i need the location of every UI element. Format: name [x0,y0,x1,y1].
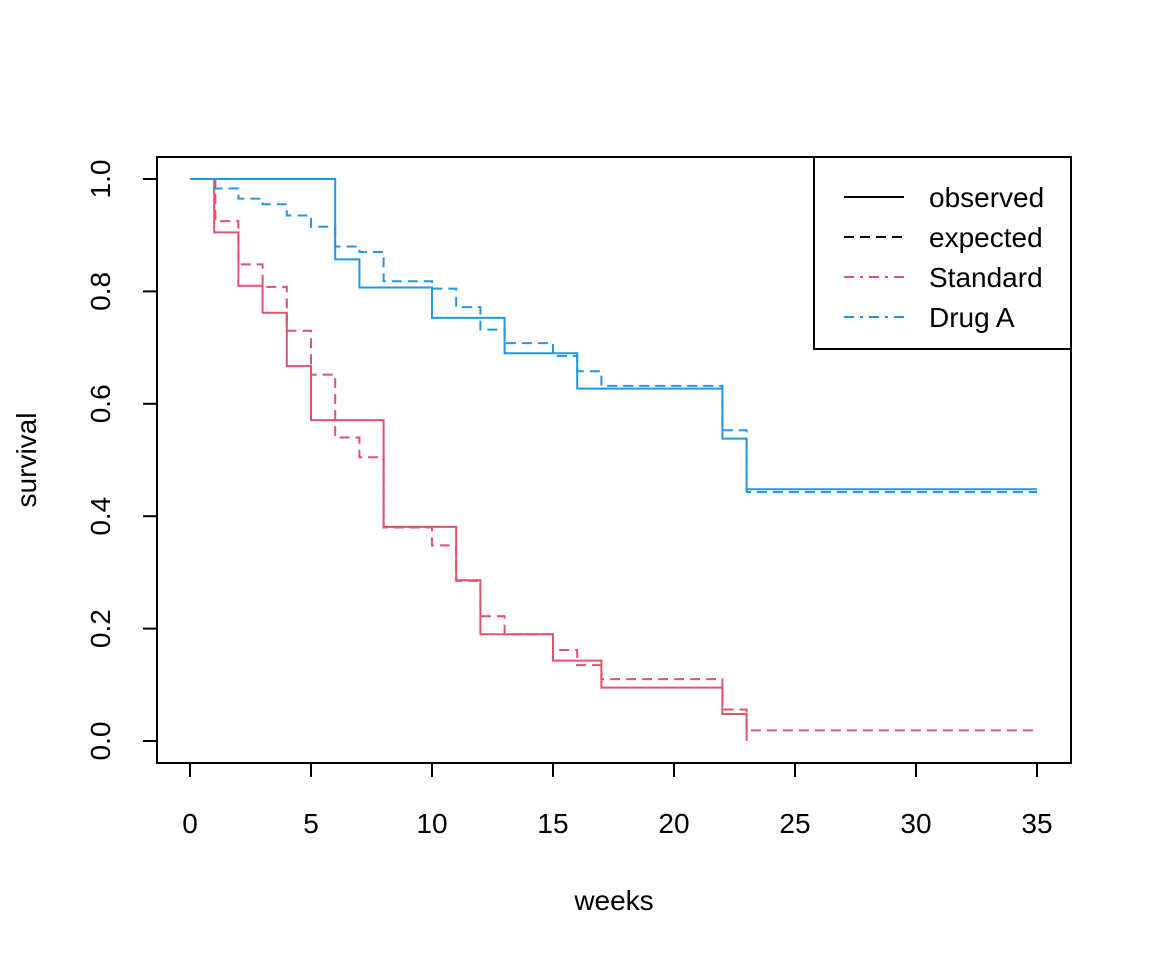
plot-series [190,178,1037,741]
x-tick-label: 30 [900,808,931,839]
y-tick-label: 0.2 [85,609,116,648]
series-line-standard-observed [190,178,748,741]
x-tick-label: 15 [537,808,568,839]
x-tick-label: 35 [1021,808,1052,839]
series-line-drug-a-expected [190,178,1037,494]
legend-box [813,156,1072,350]
x-axis-label: weeks [573,885,653,916]
legend-label-expected: expected [929,222,1043,253]
y-tick-label: 0.4 [85,497,116,536]
y-axis-label: survival [11,413,42,508]
legend-label-observed: observed [929,182,1044,213]
x-axis: 0 5 10 15 20 25 30 35 [182,762,1053,839]
legend-label-drug-a: Drug A [929,302,1015,333]
x-tick-label: 10 [416,808,447,839]
legend: observed expected Standard Drug A [813,156,1072,350]
series-line-standard-expected [214,178,1037,732]
legend-items: observed expected Standard Drug A [844,182,1044,333]
x-tick-label: 25 [779,808,810,839]
y-tick-label: 0.0 [85,722,116,761]
x-tick-label: 0 [182,808,198,839]
y-tick-label: 0.6 [85,384,116,423]
y-tick-label: 0.8 [85,272,116,311]
legend-label-standard: Standard [929,262,1043,293]
x-tick-label: 5 [303,808,319,839]
y-tick-label: 1.0 [85,160,116,199]
x-tick-label: 20 [658,808,689,839]
y-axis: 0.0 0.2 0.4 0.6 0.8 1.0 [85,160,158,761]
